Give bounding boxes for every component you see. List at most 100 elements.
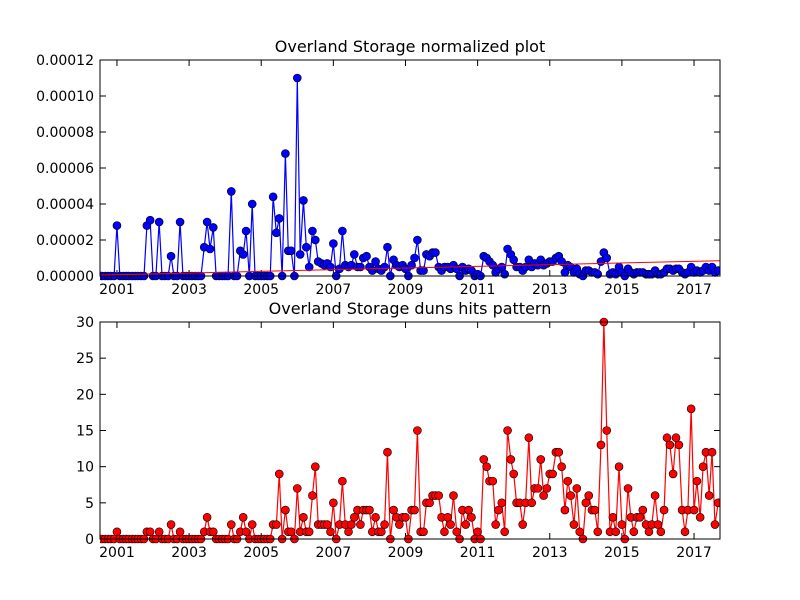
data-point	[497, 498, 507, 508]
data-point	[329, 498, 338, 508]
data-point	[608, 512, 618, 522]
data-point	[272, 520, 281, 529]
data-point	[491, 520, 500, 529]
axes-frame	[99, 59, 721, 277]
data-point	[226, 520, 236, 529]
data-point	[268, 192, 278, 202]
data-point	[575, 527, 584, 537]
data-point	[638, 505, 648, 515]
data-point	[112, 221, 122, 230]
data-point	[112, 527, 122, 537]
data-point	[467, 512, 476, 522]
data-point	[479, 455, 489, 464]
y-tick-label: 0.00006	[36, 161, 94, 177]
data-point	[410, 505, 419, 515]
data-point	[671, 433, 681, 443]
data-point	[295, 250, 305, 259]
data-point	[449, 491, 458, 500]
data-point	[344, 527, 353, 537]
data-point	[281, 149, 290, 158]
data-point	[674, 440, 684, 450]
y-tick-label: 0.00002	[36, 233, 94, 249]
data-point	[238, 512, 248, 522]
data-point	[692, 476, 702, 486]
y-tick-label: 0.00012	[36, 53, 94, 69]
data-point	[383, 447, 392, 457]
data-point	[349, 250, 359, 259]
data-point	[680, 527, 690, 537]
data-point	[593, 527, 603, 537]
data-point	[644, 527, 654, 537]
data-point	[274, 469, 284, 479]
data-point	[635, 512, 645, 522]
y-tick-label: 15	[76, 424, 94, 440]
data-point	[695, 512, 705, 522]
data-point	[208, 223, 218, 232]
data-point	[154, 217, 164, 227]
data-point	[503, 426, 512, 435]
data-point	[623, 484, 633, 493]
data-point	[689, 505, 699, 515]
data-point	[362, 251, 371, 261]
data-point	[419, 266, 428, 275]
data-point	[554, 447, 564, 457]
x-tick-label: 2017	[676, 545, 712, 561]
axes: Overland Storage normalized plot 2001 2003…	[36, 37, 721, 298]
data-point	[536, 455, 546, 464]
data-point	[593, 269, 603, 279]
data-point	[292, 484, 302, 493]
data-point	[347, 520, 356, 529]
data-point	[308, 226, 317, 236]
data-point	[322, 520, 332, 529]
data-point	[668, 469, 678, 479]
data-point	[446, 520, 455, 529]
data-point	[500, 269, 509, 279]
data-point	[656, 527, 666, 537]
data-point	[431, 248, 440, 257]
data-point	[371, 257, 380, 266]
data-point	[166, 520, 176, 529]
data-point	[202, 217, 212, 227]
data-point	[208, 527, 218, 537]
data-point	[272, 228, 281, 238]
x-tick-label: 2005	[243, 545, 279, 561]
data-point	[377, 527, 386, 537]
data-point	[527, 498, 537, 508]
data-point	[443, 512, 452, 522]
data-point	[247, 199, 257, 209]
data-point	[704, 491, 714, 500]
data-point	[389, 505, 398, 515]
data-point	[410, 253, 419, 263]
data-point	[506, 455, 516, 464]
x-tick-label: 2003	[171, 282, 207, 298]
data-point	[302, 242, 311, 252]
trend-line	[100, 260, 720, 276]
chart-title: Overland Storage duns hits pattern	[269, 299, 552, 318]
y-tick-label: 5	[85, 496, 94, 512]
x-tick-label: 2013	[532, 282, 568, 298]
data-point	[518, 520, 528, 529]
data-point	[650, 491, 660, 500]
data-point	[602, 253, 612, 263]
data-point	[482, 462, 491, 471]
data-point	[542, 484, 552, 493]
data-point	[584, 491, 594, 500]
data-point	[611, 527, 621, 537]
data-point	[629, 527, 639, 537]
data-point	[286, 246, 296, 256]
data-point	[380, 520, 389, 529]
data-point	[338, 476, 347, 486]
x-tick-label: 2005	[243, 282, 279, 298]
y-tick-label: 0.00004	[36, 197, 94, 213]
x-tick-label: 2013	[532, 545, 568, 561]
y-tick-label: 0.00000	[36, 269, 94, 285]
data-point	[563, 476, 573, 486]
data-point	[145, 215, 155, 225]
data-point	[425, 498, 434, 508]
data-point	[539, 491, 548, 500]
data-point	[380, 262, 389, 272]
data-point	[349, 512, 359, 522]
axes: Overland Storage duns hits pattern 2001 20…	[76, 299, 721, 561]
data-point	[560, 505, 570, 515]
